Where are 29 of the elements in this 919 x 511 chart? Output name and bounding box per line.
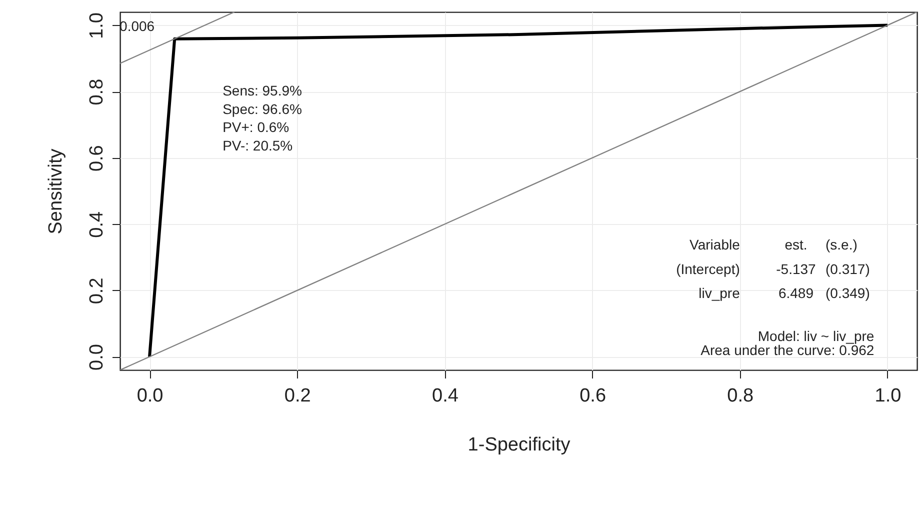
annotation: est. <box>784 236 808 253</box>
x-tick-label: 0.6 <box>580 386 606 406</box>
x-tick-label: 0.4 <box>432 386 459 406</box>
annotation: 0.006 <box>120 18 155 34</box>
annotation: (0.317) <box>825 260 870 277</box>
annotation: PV-: 20.5% <box>222 137 293 154</box>
x-tick-label: 0.2 <box>284 386 311 406</box>
annotation: Model: liv ~ liv_pre <box>758 328 874 344</box>
x-tick-label: 1.0 <box>874 386 902 406</box>
annotation: Variable <box>690 236 740 253</box>
x-tick-label: 0.0 <box>136 386 164 406</box>
y-tick-label: 0.0 <box>86 344 108 370</box>
y-tick-label: 0.6 <box>86 145 108 172</box>
annotation: PV+: 0.6% <box>222 119 290 136</box>
annotation: liv_pre <box>698 284 740 301</box>
y-tick-label: 0.4 <box>86 211 108 238</box>
annotation: Spec: 96.6% <box>222 100 302 117</box>
annotation: 6.489 <box>778 284 814 301</box>
annotation: (0.349) <box>825 284 870 301</box>
y-tick-label: 0.2 <box>86 278 108 304</box>
x-axis-title: 1-Specificity <box>468 434 571 456</box>
annotation: Sens: 95.9% <box>222 82 302 99</box>
y-axis-title: Sensitivity <box>46 148 66 234</box>
x-tick-label: 0.8 <box>727 386 754 406</box>
annotation: (Intercept) <box>676 260 740 277</box>
annotation: -5.137 <box>776 260 816 277</box>
y-tick-label: 1.0 <box>86 12 108 39</box>
y-tick-label: 0.8 <box>86 78 108 106</box>
annotation: (s.e.) <box>825 236 858 253</box>
